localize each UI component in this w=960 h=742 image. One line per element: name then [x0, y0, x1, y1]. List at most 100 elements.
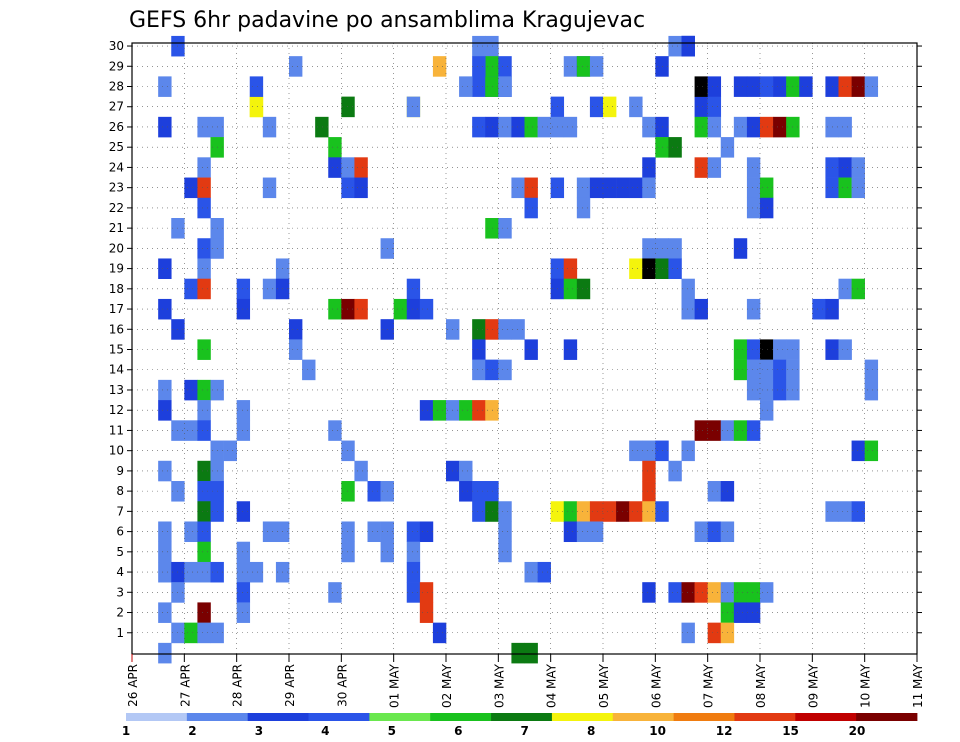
heat-cell: [733, 420, 748, 441]
x-tick-label: 28 APR: [231, 664, 245, 707]
heat-cell: [419, 400, 434, 421]
heat-cell: [158, 116, 172, 138]
colorbar-swatch: [734, 713, 796, 721]
heat-cell: [733, 602, 748, 623]
colorbar-swatch: [795, 713, 857, 721]
colorbar-label: 20: [849, 724, 866, 738]
heat-cell: [864, 359, 879, 381]
heat-cell: [328, 157, 342, 178]
heat-cell: [642, 440, 656, 462]
heat-cell: [472, 56, 486, 77]
heat-cell: [511, 642, 525, 664]
heat-cell: [746, 420, 761, 441]
heat-cell: [432, 400, 447, 421]
heat-cell: [524, 197, 538, 219]
heat-cell: [158, 298, 172, 320]
heat-cell: [197, 177, 211, 199]
heat-cell: [498, 116, 512, 138]
heat-cell: [354, 177, 368, 199]
y-tick-label: 24: [109, 160, 124, 174]
heat-cell: [184, 379, 198, 401]
heat-cell: [472, 359, 486, 381]
y-tick-label: 5: [116, 545, 124, 559]
colorbar-swatch: [612, 713, 675, 721]
heat-cell: [354, 298, 368, 320]
heat-cell: [184, 177, 198, 199]
heat-cell: [563, 116, 578, 138]
heat-cell: [746, 197, 761, 219]
heat-cell: [707, 116, 722, 138]
y-tick-label: 11: [109, 423, 124, 437]
heat-cell: [459, 481, 473, 502]
heat-cell: [694, 157, 708, 178]
y-tick-label: 1: [116, 626, 124, 640]
y-tick-label: 16: [109, 322, 124, 336]
heat-cell: [485, 218, 499, 239]
heat-cell: [419, 521, 434, 543]
heat-cell: [629, 440, 643, 462]
x-tick-label: 30 APR: [335, 664, 349, 707]
colorbar-swatch: [551, 713, 614, 721]
heat-cell: [184, 278, 198, 300]
heat-cell: [262, 116, 277, 138]
heat-cell: [629, 96, 643, 118]
heat-cell: [367, 521, 381, 543]
heat-cell: [576, 177, 591, 199]
heat-cell: [511, 319, 525, 340]
colorbar-swatch: [430, 713, 492, 721]
heat-cell: [733, 116, 748, 138]
heat-cell: [262, 278, 277, 300]
heat-cell: [236, 602, 251, 623]
heat-cell: [289, 56, 303, 77]
heat-cell: [707, 157, 722, 178]
heat-cell: [642, 177, 656, 199]
heat-cell: [472, 400, 486, 421]
y-tick-label: 6: [116, 525, 124, 539]
heat-cell: [498, 521, 512, 543]
x-tick-label: 06 MAY: [649, 663, 663, 708]
heat-cell: [289, 319, 303, 340]
heat-cell: [328, 582, 342, 603]
heat-cell: [197, 400, 211, 421]
heat-cell: [158, 460, 172, 482]
heat-cell: [681, 298, 695, 320]
heat-cell: [563, 501, 578, 522]
x-tick-label: 29 APR: [283, 664, 297, 707]
heat-cell: [668, 35, 682, 57]
heat-cell: [406, 541, 421, 563]
heat-cell: [694, 116, 708, 138]
heat-cell: [760, 400, 774, 421]
heat-cell: [249, 76, 264, 97]
heat-cell: [576, 501, 591, 522]
heat-cell: [746, 359, 761, 381]
heat-cell: [432, 56, 447, 77]
heat-cell: [485, 116, 499, 138]
heat-cell: [249, 96, 264, 118]
heat-cell: [760, 197, 774, 219]
heat-cell: [746, 379, 761, 401]
y-tick-label: 25: [109, 140, 124, 154]
heat-cell: [576, 197, 591, 219]
colorbar-swatch: [308, 713, 370, 721]
heat-cell: [603, 96, 617, 118]
x-tick-label: 10 MAY: [859, 663, 873, 708]
heat-cell: [197, 339, 211, 360]
heat-cell: [668, 582, 682, 603]
heat-cell: [158, 521, 172, 543]
heat-cell: [668, 137, 682, 158]
heat-cell: [197, 258, 211, 280]
heat-cell: [746, 157, 761, 178]
heat-cell: [158, 541, 172, 563]
heat-cell: [589, 96, 604, 118]
heat-cell: [197, 622, 211, 644]
heat-cell: [760, 116, 774, 138]
heat-cell: [197, 420, 211, 441]
heat-cell: [524, 561, 538, 583]
heat-cell: [236, 278, 251, 300]
x-tick-label: 27 APR: [178, 664, 192, 707]
heat-cell: [498, 76, 512, 97]
heat-cell: [197, 238, 211, 259]
heat-cell: [746, 116, 761, 138]
heat-cell: [838, 501, 852, 522]
colorbar-label: 8: [587, 724, 595, 738]
